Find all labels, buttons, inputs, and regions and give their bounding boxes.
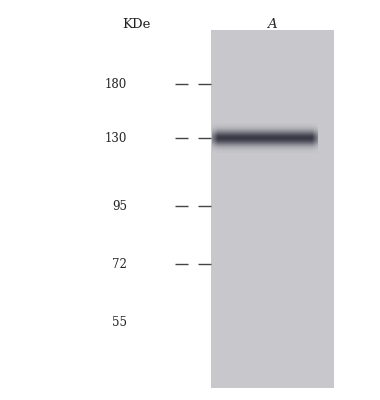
Text: KDe: KDe xyxy=(123,18,151,31)
Text: 130: 130 xyxy=(105,132,127,144)
Text: 180: 180 xyxy=(105,78,127,90)
Text: 95: 95 xyxy=(112,200,127,212)
Text: 72: 72 xyxy=(112,258,127,270)
Text: 55: 55 xyxy=(112,316,127,328)
Bar xyxy=(211,30,334,388)
Text: A: A xyxy=(267,18,277,31)
